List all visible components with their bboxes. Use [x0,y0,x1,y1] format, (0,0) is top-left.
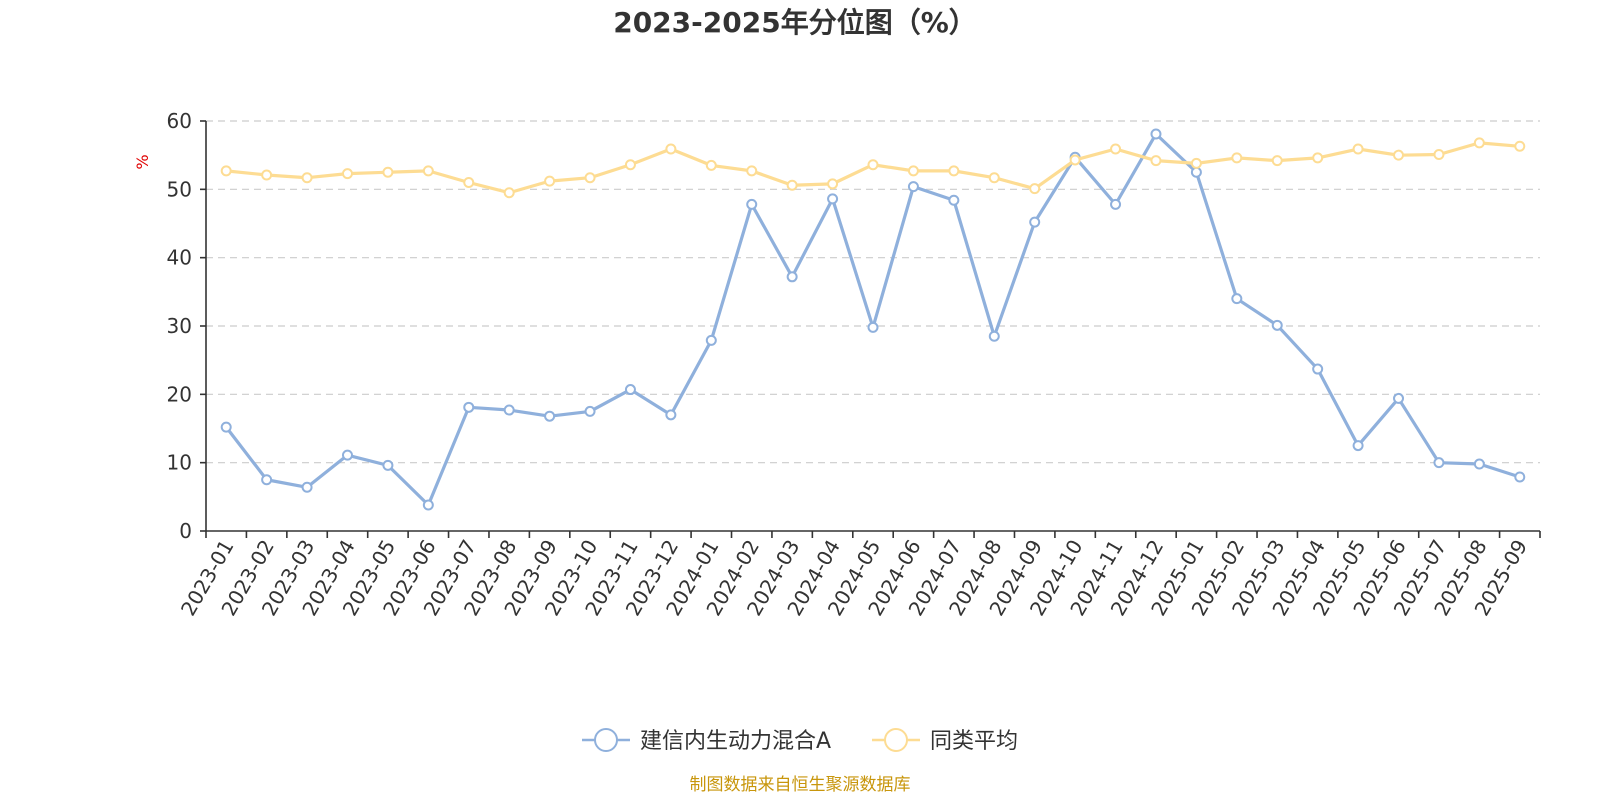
data-point[interactable] [665,143,677,155]
data-point[interactable] [301,172,313,184]
data-point[interactable] [786,179,798,191]
data-point[interactable] [624,384,636,396]
legend-marker-icon [884,728,908,752]
axes: 01020304050602023-012023-022023-032023-0… [167,109,1541,620]
y-tick-label: 60 [167,109,192,133]
data-point[interactable] [382,166,394,178]
data-point[interactable] [1352,143,1364,155]
data-point[interactable] [382,459,394,471]
data-point[interactable] [261,169,273,181]
data-point[interactable] [1514,471,1526,483]
y-tick-label: 0 [179,519,192,543]
data-point[interactable] [988,172,1000,184]
y-tick-label: 10 [167,451,192,475]
data-point[interactable] [503,187,515,199]
data-point[interactable] [301,481,313,493]
data-point[interactable] [1190,157,1202,169]
data-point[interactable] [220,165,232,177]
data-point[interactable] [261,474,273,486]
data-point[interactable] [1271,155,1283,167]
data-point[interactable] [948,194,960,206]
data-point[interactable] [1312,152,1324,164]
data-point[interactable] [503,404,515,416]
data-point[interactable] [1473,458,1485,470]
data-point[interactable] [1271,319,1283,331]
y-axis-unit-label: % [133,154,152,169]
y-tick-label: 20 [167,382,192,406]
data-point[interactable] [422,165,434,177]
data-point[interactable] [422,499,434,511]
source-note: 制图数据来自恒生聚源数据库 [690,775,911,795]
data-point[interactable] [746,198,758,210]
data-point[interactable] [1231,293,1243,305]
legend-label: 同类平均 [930,729,1018,754]
data-point[interactable] [948,165,960,177]
y-tick-label: 50 [167,177,192,201]
data-point[interactable] [1190,166,1202,178]
data-point[interactable] [907,181,919,193]
data-point[interactable] [463,401,475,413]
data-point[interactable] [1231,152,1243,164]
data-point[interactable] [1514,140,1526,152]
y-tick-label: 40 [167,246,192,270]
data-point[interactable] [220,421,232,433]
data-point[interactable] [705,334,717,346]
data-point[interactable] [867,321,879,333]
data-point[interactable] [827,178,839,190]
data-point[interactable] [1069,154,1081,166]
data-point[interactable] [341,449,353,461]
chart-title: 2023-2025年分位图（%） [613,6,977,39]
data-point[interactable] [1312,363,1324,375]
data-point[interactable] [867,159,879,171]
data-point[interactable] [705,159,717,171]
data-point[interactable] [1393,392,1405,404]
data-point[interactable] [584,405,596,417]
data-point[interactable] [665,409,677,421]
data-point[interactable] [341,168,353,180]
data-point[interactable] [746,165,758,177]
data-point[interactable] [544,175,556,187]
data-point[interactable] [463,177,475,188]
legend[interactable]: 建信内生动力混合A 同类平均 [582,728,1018,754]
data-point[interactable] [1433,457,1445,469]
y-tick-label: 30 [167,314,192,338]
data-point[interactable] [786,271,798,283]
legend-label: 建信内生动力混合A [640,729,831,754]
data-point[interactable] [1473,137,1485,149]
data-point[interactable] [1433,148,1445,160]
data-point[interactable] [1110,198,1122,210]
data-point[interactable] [1029,183,1041,195]
data-point[interactable] [1150,155,1162,167]
data-point[interactable] [1110,143,1122,155]
data-point[interactable] [1150,128,1162,140]
legend-marker-icon [594,728,618,752]
data-point[interactable] [544,410,556,422]
series-1 [220,128,1526,511]
data-point[interactable] [1393,149,1405,161]
data-point[interactable] [827,193,839,205]
legend-item-1[interactable]: 建信内生动力混合A [582,728,831,754]
data-point[interactable] [1352,440,1364,452]
data-point[interactable] [584,172,596,184]
data-point[interactable] [907,165,919,177]
series-2 [220,137,1526,199]
data-point[interactable] [1029,216,1041,228]
data-point[interactable] [988,330,1000,342]
series-layer [220,128,1526,511]
data-point[interactable] [624,159,636,171]
legend-item-2[interactable]: 同类平均 [872,728,1018,754]
